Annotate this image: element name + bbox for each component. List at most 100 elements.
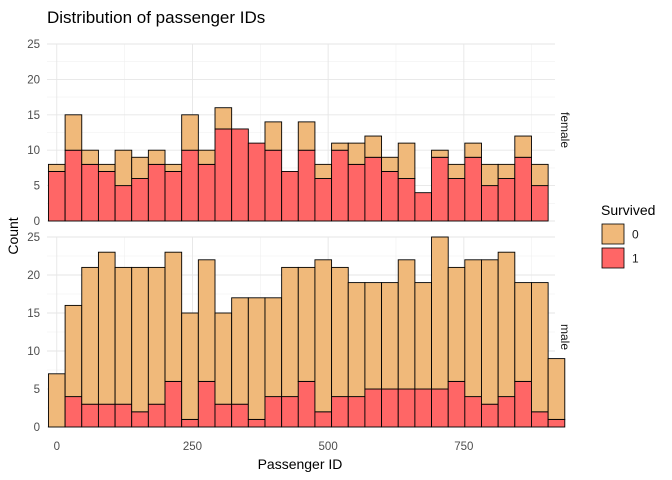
bar-survived-1 [97, 403, 116, 428]
bar-survived-1 [64, 396, 83, 428]
bar-survived-0 [347, 282, 366, 398]
bar-survived-1 [497, 396, 516, 428]
bar-survived-1 [314, 178, 333, 222]
bar-survived-0 [381, 282, 399, 390]
facet-female: 0 5 10 15 20 25 female [27, 39, 572, 228]
bar-survived-0 [64, 304, 83, 398]
chart-title: Distribution of passenger IDs [47, 8, 265, 27]
bar-survived-0 [114, 149, 133, 187]
y-tick-label: 15 [27, 308, 40, 320]
bar-survived-1 [47, 170, 66, 222]
bar-survived-1 [281, 396, 299, 428]
bar-survived-1 [347, 163, 366, 222]
bar-survived-0 [297, 266, 316, 382]
bar-survived-1 [131, 178, 149, 222]
bar-survived-1 [181, 418, 199, 428]
bar-survived-1 [481, 403, 499, 428]
bar-survived-1 [97, 170, 116, 222]
bar-survived-0 [481, 163, 499, 187]
facet-male-y-tick-labels: 0 5 10 15 20 25 [27, 232, 40, 434]
bar-survived-0 [47, 373, 66, 428]
y-axis-label: Count [5, 217, 21, 254]
bar-survived-0 [214, 107, 233, 130]
bar-survived-0 [364, 282, 383, 390]
bar-survived-1 [414, 192, 433, 222]
bar-survived-1 [331, 149, 349, 222]
y-tick-label: 10 [27, 346, 40, 358]
facet-male-bars [47, 236, 566, 428]
bar-survived-0 [331, 266, 349, 398]
bar-survived-1 [181, 149, 199, 222]
bar-survived-1 [64, 149, 83, 222]
bar-survived-1 [114, 185, 133, 222]
bar-survived-0 [197, 259, 216, 382]
bar-survived-0 [464, 142, 482, 158]
bar-survived-1 [164, 170, 183, 222]
bar-survived-1 [447, 178, 466, 222]
x-axis-label: Passenger ID [258, 456, 343, 472]
bar-survived-0 [114, 266, 133, 405]
bar-survived-0 [147, 266, 166, 405]
bar-survived-0 [547, 358, 566, 420]
bar-survived-0 [447, 163, 466, 179]
bar-survived-0 [331, 142, 349, 151]
y-tick-label: 5 [34, 181, 40, 193]
bar-survived-0 [464, 259, 482, 398]
bar-survived-1 [231, 128, 249, 222]
bar-survived-1 [431, 156, 449, 222]
x-tick-label: 250 [183, 441, 202, 453]
bar-survived-1 [314, 411, 333, 428]
facet-female-bars [47, 107, 549, 222]
bar-survived-0 [131, 156, 149, 179]
bar-survived-1 [164, 380, 183, 428]
legend-swatch-0 [601, 223, 625, 245]
bar-survived-1 [481, 185, 499, 222]
bar-survived-0 [64, 114, 83, 151]
bar-survived-0 [81, 266, 99, 405]
bar-survived-0 [381, 156, 399, 172]
bar-survived-1 [264, 149, 283, 222]
facet-male-strip-label: male [558, 324, 572, 350]
bar-survived-1 [247, 142, 266, 222]
bar-survived-1 [197, 380, 216, 428]
bar-survived-1 [381, 170, 399, 222]
bar-survived-1 [347, 396, 366, 428]
bar-survived-0 [514, 135, 532, 158]
bar-survived-1 [247, 418, 266, 428]
bar-survived-1 [147, 163, 166, 222]
bar-survived-1 [397, 178, 416, 222]
bar-survived-1 [397, 388, 416, 428]
bar-survived-0 [214, 312, 233, 405]
legend-label-1: 1 [632, 252, 639, 266]
bar-survived-1 [497, 178, 516, 222]
bar-survived-0 [497, 163, 516, 179]
bar-survived-1 [297, 380, 316, 428]
bar-survived-0 [531, 282, 549, 413]
bar-survived-1 [264, 396, 283, 428]
bar-survived-1 [381, 388, 399, 428]
bar-survived-0 [364, 135, 383, 158]
bar-survived-0 [447, 266, 466, 382]
bar-survived-0 [497, 251, 516, 398]
bar-survived-0 [264, 297, 283, 398]
bar-survived-1 [547, 418, 566, 428]
bar-survived-1 [281, 170, 299, 222]
x-tick-label: 750 [454, 441, 473, 453]
bar-survived-0 [97, 163, 116, 172]
bar-survived-0 [531, 163, 549, 187]
y-tick-label: 5 [34, 384, 40, 396]
bar-survived-0 [414, 282, 433, 390]
bar-survived-1 [364, 156, 383, 222]
bar-survived-0 [131, 266, 149, 413]
bar-survived-0 [164, 251, 183, 382]
bar-survived-0 [397, 142, 416, 179]
legend-label-0: 0 [632, 228, 639, 242]
legend-title: Survived [601, 202, 655, 218]
bar-survived-1 [414, 388, 433, 428]
facet-female-y-tick-labels: 0 5 10 15 20 25 [27, 39, 40, 228]
bar-survived-1 [147, 403, 166, 428]
y-tick-label: 10 [27, 145, 40, 157]
bar-survived-1 [131, 411, 149, 428]
bar-survived-0 [481, 259, 499, 405]
